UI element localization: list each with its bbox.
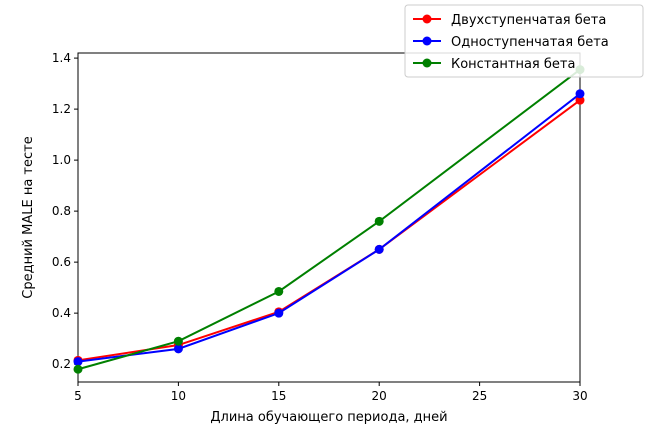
data-point <box>575 89 585 99</box>
data-point <box>575 95 585 105</box>
data-point <box>73 364 83 374</box>
y-tick-label: 1.2 <box>52 102 71 116</box>
series-2 <box>73 89 585 367</box>
x-axis: 5 10 15 20 25 30 <box>74 382 588 403</box>
y-tick-label: 1.4 <box>52 51 71 65</box>
data-point <box>73 357 83 367</box>
legend-item: Двухступенчатая бета <box>413 13 606 28</box>
y-axis-label: Средний MALE на тесте <box>21 136 36 298</box>
legend-item: Константная бета <box>413 57 575 72</box>
data-point <box>374 244 384 254</box>
legend-box <box>404 4 644 78</box>
series-3 <box>73 65 585 374</box>
x-tick-label: 10 <box>171 389 186 403</box>
series-1 <box>73 95 585 365</box>
y-tick-label: 0.4 <box>52 306 71 320</box>
legend-marker <box>422 58 432 68</box>
data-point <box>274 286 284 296</box>
legend-label: Константная бета <box>451 57 575 72</box>
x-tick-label: 30 <box>572 389 587 403</box>
series-line <box>77 93 581 363</box>
plot-frame <box>77 52 581 383</box>
series-line <box>77 68 581 371</box>
data-point <box>374 216 384 226</box>
data-point <box>274 308 284 318</box>
x-tick-label: 25 <box>472 389 487 403</box>
x-tick-label: 5 <box>74 389 82 403</box>
series-layer <box>73 65 585 374</box>
data-point <box>173 344 183 354</box>
legend-marker <box>422 14 432 24</box>
y-tick-label: 0.2 <box>52 357 71 371</box>
legend-label: Двухступенчатая бета <box>451 13 606 28</box>
y-tick-label: 1.0 <box>52 153 71 167</box>
y-tick-label: 0.6 <box>52 255 71 269</box>
x-axis-label: Длина обучающего периода, дней <box>210 410 447 425</box>
y-axis: 0.2 0.4 0.6 0.8 1.0 1.2 1.4 <box>52 51 78 371</box>
legend-item: Одноступенчатая бета <box>413 35 609 50</box>
data-point <box>173 336 183 346</box>
legend: Двухступенчатая бета Одноступенчатая бета… <box>404 4 644 78</box>
legend-marker <box>422 36 432 46</box>
legend-label: Одноступенчатая бета <box>451 35 609 50</box>
y-tick-label: 0.8 <box>52 204 71 218</box>
series-line <box>77 99 581 362</box>
plot-area <box>77 52 581 383</box>
x-tick-label: 20 <box>372 389 387 403</box>
x-tick-label: 15 <box>271 389 286 403</box>
